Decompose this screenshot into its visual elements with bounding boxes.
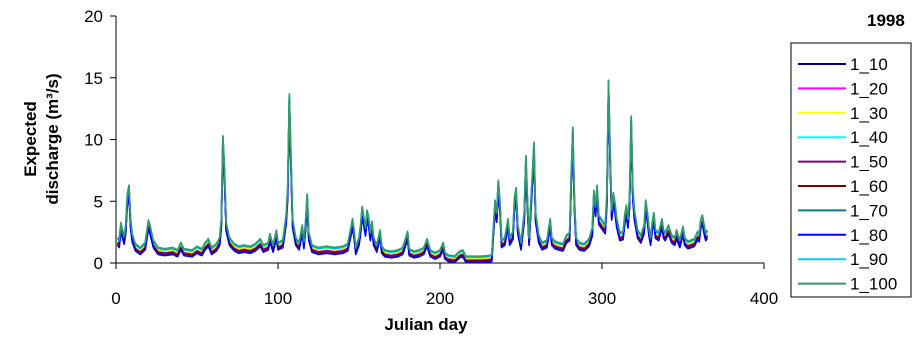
y-tick-label: 15	[84, 69, 103, 88]
x-tick-label: 200	[426, 289, 454, 308]
y-tick-label: 5	[94, 192, 103, 211]
plot-area	[115, 16, 764, 264]
y-tick-label: 10	[84, 131, 103, 150]
legend-label-1_10: 1_10	[850, 55, 888, 74]
y-axis-title: Expected discharge (m³/s)	[21, 73, 62, 204]
chart-title: 1998	[867, 11, 905, 30]
series-line-1_80	[116, 91, 708, 264]
legend-label-1_90: 1_90	[850, 250, 888, 269]
x-tick-label: 300	[588, 289, 616, 308]
series-lines	[116, 79, 708, 264]
x-tick-label: 100	[264, 289, 292, 308]
x-tick-label: 400	[750, 289, 778, 308]
x-axis-title: Julian day	[384, 315, 468, 334]
y-tick-label: 0	[94, 254, 103, 273]
legend-label-1_70: 1_70	[850, 201, 888, 220]
series-line-1_100	[116, 79, 708, 258]
legend-box	[790, 42, 912, 298]
legend-label-1_20: 1_20	[850, 79, 888, 98]
legend-label-1_100: 1_100	[850, 275, 897, 294]
x-ticks: 0 100 200 300 400	[111, 263, 778, 308]
y-ticks: 0 5 10 15 20	[84, 7, 116, 273]
x-tick-label: 0	[111, 289, 120, 308]
y-tick-label: 20	[84, 7, 103, 26]
y-axis-title-line2: discharge (m³/s)	[43, 73, 62, 204]
legend-label-1_80: 1_80	[850, 226, 888, 245]
legend-label-1_50: 1_50	[850, 153, 888, 172]
y-axis-title-line1: Expected	[21, 101, 40, 177]
legend-label-1_30: 1_30	[850, 104, 888, 123]
legend-label-1_40: 1_40	[850, 128, 888, 147]
legend: 1_10 1_20 1_30 1_40 1_50 1_60 1_70 1_80 1_90 1_10…	[790, 42, 912, 298]
legend-label-1_60: 1_60	[850, 177, 888, 196]
legend-items: 1_10 1_20 1_30 1_40 1_50 1_60 1_70 1_80 1_90 1_10…	[798, 55, 897, 294]
